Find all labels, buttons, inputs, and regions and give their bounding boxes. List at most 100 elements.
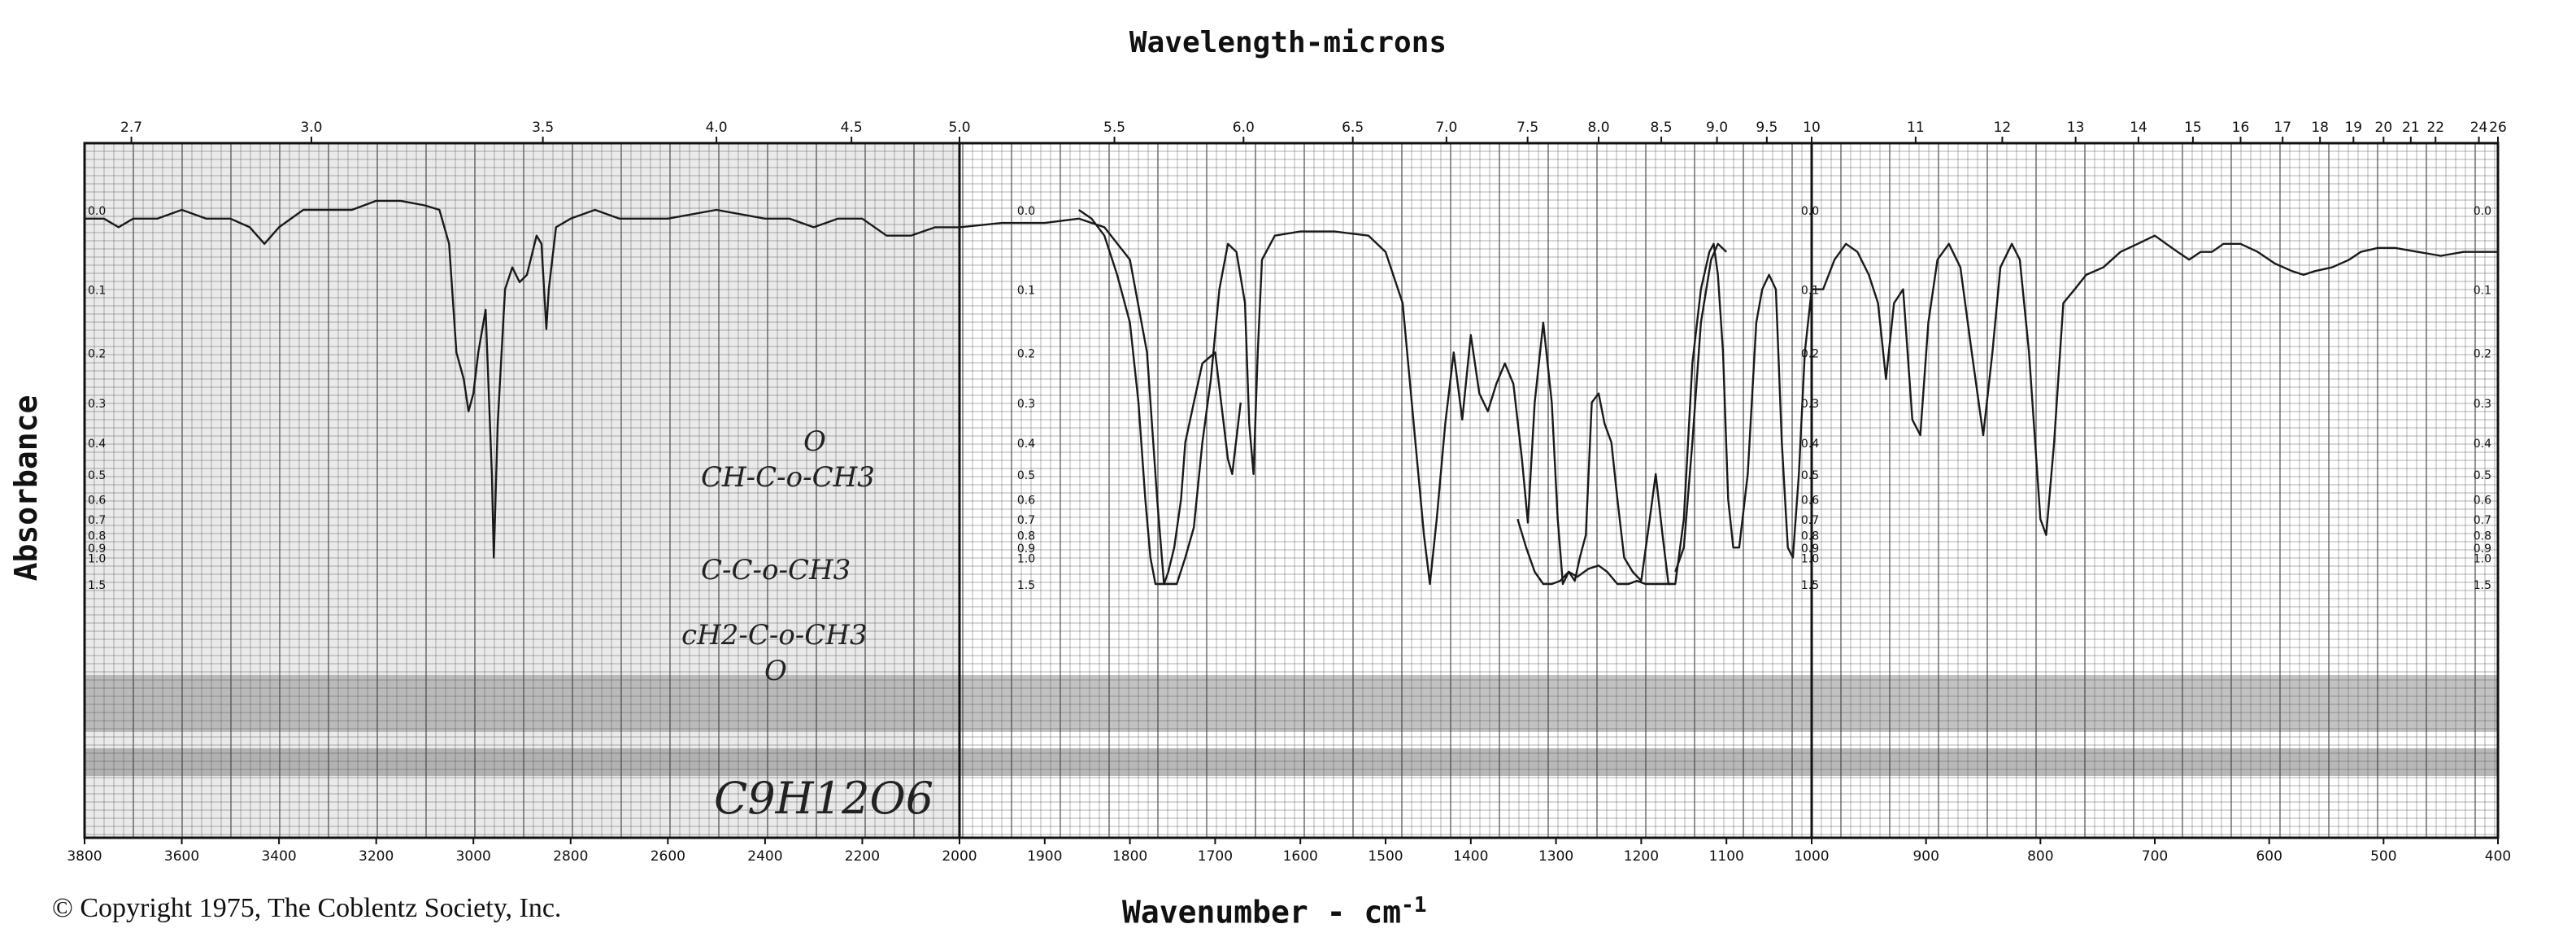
top-tick-label: 16 bbox=[2232, 120, 2250, 136]
bottom-tick-label: 2600 bbox=[651, 848, 685, 865]
chart-grid bbox=[84, 142, 2498, 838]
bottom-tick-label: 3600 bbox=[164, 848, 199, 865]
top-tick-label: 22 bbox=[2426, 120, 2444, 136]
bottom-tick-label: 3800 bbox=[67, 848, 102, 865]
y-tick-label: 0.1 bbox=[1801, 285, 1819, 298]
y-tick-label: 0.6 bbox=[1801, 495, 1819, 508]
oxygen-top: O bbox=[803, 425, 826, 458]
y-tick-label: 1.0 bbox=[1017, 553, 1035, 566]
y-tick-label: 1.5 bbox=[88, 579, 106, 592]
top-tick-label: 7.0 bbox=[1435, 120, 1457, 136]
bottom-tick-label: 2000 bbox=[942, 848, 977, 865]
bottom-tick-label: 3200 bbox=[359, 848, 394, 865]
y-tick-label: 0.6 bbox=[88, 495, 106, 508]
y-tick-label: 1.0 bbox=[1801, 553, 1819, 566]
plot-border bbox=[83, 142, 2500, 839]
shaded-band-middle bbox=[85, 675, 2498, 732]
y-tick-label: 0.2 bbox=[2474, 347, 2491, 360]
top-tick-label: 17 bbox=[2274, 120, 2291, 136]
bottom-tick-label: 2800 bbox=[553, 848, 588, 865]
top-tick-label: 13 bbox=[2067, 120, 2085, 136]
y-tick-label: 0.7 bbox=[2474, 514, 2491, 527]
top-tick-label: 3.0 bbox=[300, 120, 322, 136]
top-tick-label: 9.5 bbox=[1756, 120, 1778, 136]
top-tick-label: 6.0 bbox=[1233, 120, 1255, 136]
top-tick-label: 20 bbox=[2375, 120, 2393, 136]
bottom-tick-label: 1200 bbox=[1624, 848, 1659, 865]
y-tick-label: 0.7 bbox=[1017, 514, 1035, 527]
y-tick-label: 0.1 bbox=[2474, 285, 2491, 298]
y-tick-label: 0.1 bbox=[88, 285, 106, 298]
top-tick-label: 8.5 bbox=[1651, 120, 1673, 136]
y-tick-label: 0.7 bbox=[88, 514, 106, 527]
top-tick-label: 5.5 bbox=[1103, 120, 1125, 136]
y-tick-label: 0.3 bbox=[88, 398, 106, 411]
y-tick-label: 0.0 bbox=[88, 205, 106, 218]
y-tick-label: 0.5 bbox=[1801, 469, 1819, 482]
top-tick-label: 4.5 bbox=[841, 120, 863, 136]
bottom-tick-label: 1600 bbox=[1283, 848, 1318, 865]
top-tick-label: 7.5 bbox=[1516, 120, 1538, 136]
spectrum-trace-1 bbox=[85, 199, 2498, 586]
spectrum-trace-3 bbox=[1516, 518, 1672, 586]
y-tick-label: 0.6 bbox=[1017, 495, 1035, 508]
top-tick-label: 19 bbox=[2344, 120, 2362, 136]
y-tick-label: 0.4 bbox=[1801, 438, 1819, 451]
top-axis-ticks: 2.7 3.0 3.5 4.0 4.5 5.0 5.5 6.0 6.5 7.0 7.5 8.0 8.5 9… bbox=[120, 120, 2507, 143]
top-tick-label: 10 bbox=[1803, 120, 1821, 136]
bottom-axis-title: Wavenumber - cm-1 bbox=[1122, 893, 1426, 930]
bottom-tick-label: 500 bbox=[2370, 848, 2396, 865]
bottom-tick-label: 1100 bbox=[1709, 848, 1744, 865]
top-tick-label: 9.0 bbox=[1706, 120, 1728, 136]
spectrum-trace-4 bbox=[1674, 242, 1728, 573]
molecular-formula: C9H12O6 bbox=[714, 773, 933, 824]
top-tick-label: 24 bbox=[2470, 120, 2488, 136]
y-tick-label: 1.0 bbox=[88, 553, 106, 566]
top-tick-label: 26 bbox=[2489, 120, 2507, 136]
y-tick-label: 0.5 bbox=[2474, 469, 2491, 482]
bottom-tick-label: 900 bbox=[1912, 848, 1939, 865]
bottom-tick-label: 800 bbox=[2027, 848, 2053, 865]
y-tick-label: 0.9 bbox=[1017, 543, 1035, 556]
bottom-axis-ticks: 3800 3600 3400 3200 3000 2800 2600 2400 2200 2000… bbox=[67, 838, 2511, 865]
bottom-tick-label: 3000 bbox=[456, 848, 491, 865]
y-tick-label: 1.5 bbox=[2474, 579, 2491, 592]
y-tick-label: 0.8 bbox=[1801, 530, 1819, 543]
spectrum-trace-2 bbox=[1078, 209, 1242, 586]
paper-shading bbox=[85, 143, 2498, 838]
top-tick-label: 12 bbox=[1994, 120, 2012, 136]
chart-frame bbox=[83, 142, 2500, 839]
y-tick-label: 0.5 bbox=[88, 469, 106, 482]
y-tick-label: 0.0 bbox=[1801, 205, 1819, 218]
top-tick-label: 18 bbox=[2311, 120, 2329, 136]
y-tick-label: 0.7 bbox=[1801, 514, 1819, 527]
bottom-tick-label: 1000 bbox=[1794, 848, 1829, 865]
structure-line-1: CH-C-o-CH3 bbox=[701, 461, 875, 494]
bottom-tick-label: 1300 bbox=[1538, 848, 1573, 865]
bottom-tick-label: 700 bbox=[2142, 848, 2168, 865]
shaded-band-lower bbox=[85, 748, 2498, 776]
bottom-tick-label: 600 bbox=[2256, 848, 2282, 865]
top-tick-label: 8.0 bbox=[1587, 120, 1609, 136]
y-tick-label: 0.3 bbox=[2474, 398, 2491, 411]
bottom-tick-label: 1800 bbox=[1112, 848, 1147, 865]
y-tick-label: 0.2 bbox=[1017, 347, 1035, 360]
structure-line-2: C-C-o-CH3 bbox=[701, 554, 851, 586]
y-tick-label: 0.8 bbox=[88, 530, 106, 543]
y-axis-ticks: 0.0 0.0 0.0 0.00.1 0.1 0.1 0.10.2 0.2 0.2 0.20.3 0… bbox=[88, 205, 2491, 592]
bottom-tick-label: 2200 bbox=[845, 848, 880, 865]
y-tick-label: 0.5 bbox=[1017, 469, 1035, 482]
top-axis-title: Wavelength-microns bbox=[1129, 26, 1447, 59]
bottom-tick-label: 1900 bbox=[1027, 848, 1062, 865]
y-tick-label: 0.2 bbox=[88, 347, 106, 360]
bottom-tick-label: 400 bbox=[2485, 848, 2511, 865]
y-tick-label: 0.6 bbox=[2474, 495, 2491, 508]
y-tick-label: 1.5 bbox=[1801, 579, 1819, 592]
y-tick-label: 0.4 bbox=[2474, 438, 2491, 451]
spectrum-traces bbox=[85, 199, 2498, 586]
top-tick-label: 2.7 bbox=[120, 120, 142, 136]
bottom-tick-label: 3400 bbox=[261, 848, 296, 865]
top-tick-label: 14 bbox=[2130, 120, 2147, 136]
y-tick-label: 1.5 bbox=[1017, 579, 1035, 592]
